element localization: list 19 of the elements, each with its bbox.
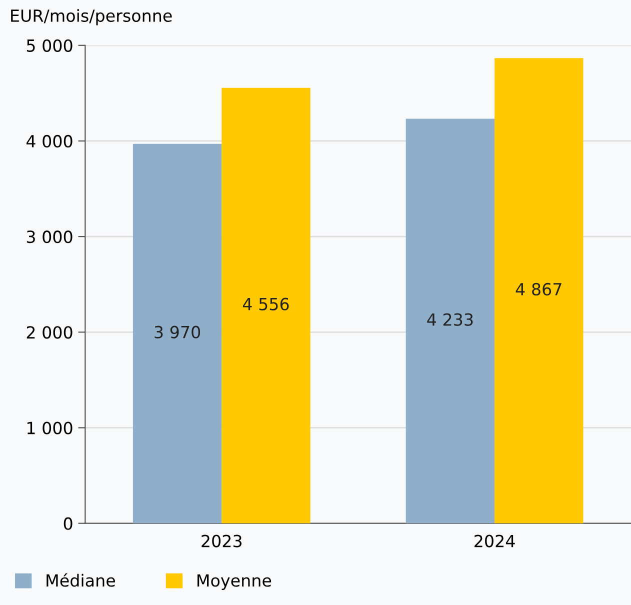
y-tick-label: 3 000 bbox=[26, 230, 72, 244]
y-axis-title: EUR/mois/personne bbox=[11, 9, 172, 26]
bar bbox=[406, 118, 495, 524]
data-label: 4 556 bbox=[242, 298, 289, 310]
data-label: 4 233 bbox=[427, 313, 473, 326]
data-label: 3 970 bbox=[154, 326, 200, 338]
legend-label: Moyenne bbox=[198, 574, 272, 590]
y-tick-label: 1 000 bbox=[27, 422, 72, 434]
bar bbox=[132, 144, 222, 524]
y-tick-label: 0 bbox=[64, 517, 72, 530]
y-tick-label: 2 000 bbox=[26, 326, 72, 339]
x-tick-label: 2024 bbox=[474, 534, 515, 548]
bar bbox=[494, 58, 584, 524]
y-tick-label: 5 000 bbox=[26, 39, 72, 52]
legend-label: Médiane bbox=[46, 573, 115, 587]
bar bbox=[222, 88, 310, 524]
x-tick-label: 2023 bbox=[202, 534, 242, 548]
y-tick-label: 4 000 bbox=[26, 134, 72, 148]
data-label: 4 867 bbox=[516, 282, 562, 296]
